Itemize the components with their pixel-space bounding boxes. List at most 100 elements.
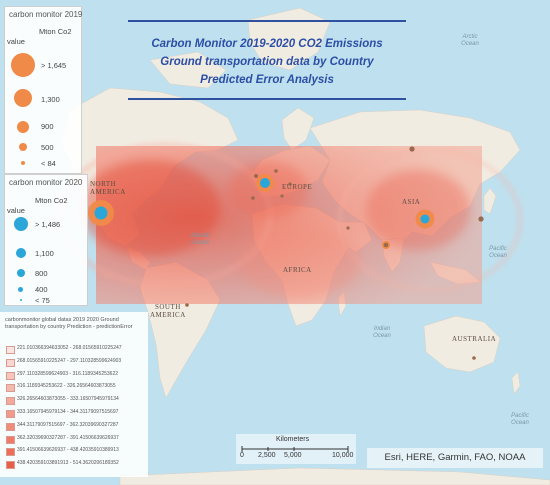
legend-2020-label-2: 1,100	[35, 249, 54, 258]
error-legend-swatch	[6, 384, 15, 393]
marker-uk[interactable]	[254, 174, 258, 178]
emission-points[interactable]	[88, 146, 484, 360]
label-africa: AFRICA	[283, 266, 312, 274]
label-asia: ASIA	[402, 198, 421, 206]
label-atlantic-ocean: Atlantic Ocean	[190, 233, 210, 246]
legend-2020-field: value	[7, 206, 25, 215]
legend-2019: carbon monitor 2019 value Mton Co2 > 1,6…	[4, 6, 82, 174]
label-pacific-ocean-south: Pacific Ocean	[511, 413, 529, 426]
error-legend-label: 391.41506639626937 - 438.42035910389913	[17, 447, 119, 454]
marker-east-europe[interactable]	[288, 182, 292, 186]
error-legend-label: 221.010366394633052 - 268.01565910225247	[17, 345, 122, 351]
error-legend-swatch	[6, 461, 15, 470]
label-europe: EUROPE	[282, 183, 313, 191]
legend-2019-label-2: 1,300	[41, 95, 60, 104]
title-line-1: Carbon Monitor 2019-2020 CO2 Emissions	[151, 38, 383, 50]
error-legend-swatch	[6, 358, 15, 367]
label-indian-ocean: Indian Ocean	[373, 326, 391, 339]
marker-australia[interactable]	[472, 356, 476, 360]
label-south-america: SOUTH AMERICA	[150, 303, 186, 319]
land-new-zealand	[511, 371, 521, 395]
scale-tick-3: 10,000	[332, 452, 354, 459]
marker-2020-usa[interactable]	[94, 206, 108, 220]
error-zone-ring-east	[337, 147, 523, 293]
marker-russia[interactable]	[409, 146, 415, 152]
error-legend-label: 268.01565910225247 - 297.110328599624903	[17, 357, 122, 364]
land-australia	[423, 315, 501, 373]
error-zone-asia	[366, 170, 470, 250]
marker-2020-india[interactable]	[383, 242, 389, 248]
legend-2020-symbol-4	[18, 287, 23, 292]
land-greenland	[247, 7, 331, 71]
scale-tick-0: 0	[240, 452, 244, 459]
error-legend-swatch	[6, 346, 15, 354]
legend-2020-symbol-1	[14, 217, 28, 231]
land-antarctica	[119, 467, 550, 485]
error-legend-title: carbonmonitor global datas 2019 2020 Gro…	[5, 317, 133, 330]
title-rule-bottom	[128, 98, 406, 100]
label-pacific-ocean-east: Pacific Ocean	[489, 246, 507, 259]
error-zone-high-west	[80, 160, 220, 256]
legend-2020-label-1: > 1,486	[35, 220, 61, 229]
marker-2020-europe[interactable]	[260, 178, 270, 188]
marker-brazil[interactable]	[185, 303, 189, 307]
error-legend-label: 316.1189345253622 - 326.26564603873055	[17, 383, 116, 390]
scale-bar-unit: Kilometers	[276, 436, 310, 443]
legend-2019-symbol-1	[11, 53, 35, 77]
error-legend-swatch	[6, 371, 15, 380]
legend-2020-symbol-5	[20, 299, 22, 301]
title-line-3: Predicted Error Analysis	[200, 74, 334, 86]
legend-2019-label-3: 900	[41, 122, 54, 131]
legend-2020-label-3: 800	[35, 269, 48, 278]
marker-japan[interactable]	[478, 216, 484, 222]
legend-2019-title: carbon monitor 2019	[9, 10, 83, 19]
scale-bar: Kilometers 0 2,500 5,000 10,000	[236, 434, 356, 464]
land-canada-islands	[149, 51, 227, 89]
legend-2020-label-5: < 75	[35, 296, 50, 305]
scale-tick-1: 2,500	[258, 452, 276, 459]
scale-bar-graphic	[241, 446, 349, 452]
legend-2020-symbol-2	[16, 248, 26, 258]
land-scandinavia	[281, 107, 315, 151]
legend-2019-label-4: 500	[41, 143, 54, 152]
legend-2020-symbol-3	[17, 269, 25, 277]
marker-2020-china[interactable]	[420, 214, 430, 224]
title-line-2: Ground transportation data by Country	[160, 56, 374, 68]
error-surface	[57, 142, 523, 304]
legend-2019-subtitle: Mton Co2	[39, 27, 72, 36]
map-title: Carbon Monitor 2019-2020 CO2 Emissions G…	[128, 20, 406, 100]
error-legend-swatch	[6, 435, 15, 444]
scale-tick-2: 5,000	[284, 452, 302, 459]
error-legend-label: 333.16507945979134 - 344.31179097515697	[17, 409, 119, 415]
error-legend-label: 344.31179097515697 - 362.32039690327287	[17, 421, 119, 428]
marker-north-europe[interactable]	[274, 169, 278, 173]
legend-2020-subtitle: Mton Co2	[35, 196, 68, 205]
error-legend-label: 326.26564603873055 - 333.16507945979134	[17, 396, 119, 403]
legend-2019-field: value	[7, 37, 25, 46]
legend-2020-label-4: 400	[35, 285, 48, 294]
error-legend-swatch	[6, 448, 15, 457]
map-attribution: Esri, HERE, Garmin, FAO, NOAA	[367, 448, 543, 468]
marker-iberia[interactable]	[251, 196, 255, 200]
legend-2019-label-1: > 1,645	[41, 61, 67, 70]
label-north-america: NORTH AMERICA	[90, 180, 126, 196]
error-zone-africa	[240, 226, 360, 298]
legend-2019-symbol-4	[19, 143, 27, 151]
legend-2019-symbol-3	[17, 121, 29, 133]
marker-middle-east[interactable]	[346, 226, 350, 230]
legend-2019-label-5: < 84	[41, 159, 56, 168]
legend-2019-symbol-5	[21, 161, 25, 165]
title-rule-top	[128, 20, 406, 22]
error-legend: carbonmonitor global datas 2019 2020 Gro…	[0, 312, 148, 477]
legend-2020-title: carbon monitor 2020	[9, 178, 83, 187]
marker-italy[interactable]	[280, 194, 284, 198]
error-legend-swatch	[6, 422, 15, 431]
error-legend-label: 438.420359103891913 - 514.3620206189352	[17, 460, 119, 467]
legend-2019-symbol-2	[14, 89, 32, 107]
land-japan	[483, 187, 497, 215]
error-legend-label: 362.32039690327287 - 391.41506639626937	[17, 434, 119, 441]
legend-2020: carbon monitor 2020 Mton Co2 value > 1,4…	[4, 174, 88, 306]
label-arctic-ocean: Arctic Ocean	[461, 34, 479, 47]
